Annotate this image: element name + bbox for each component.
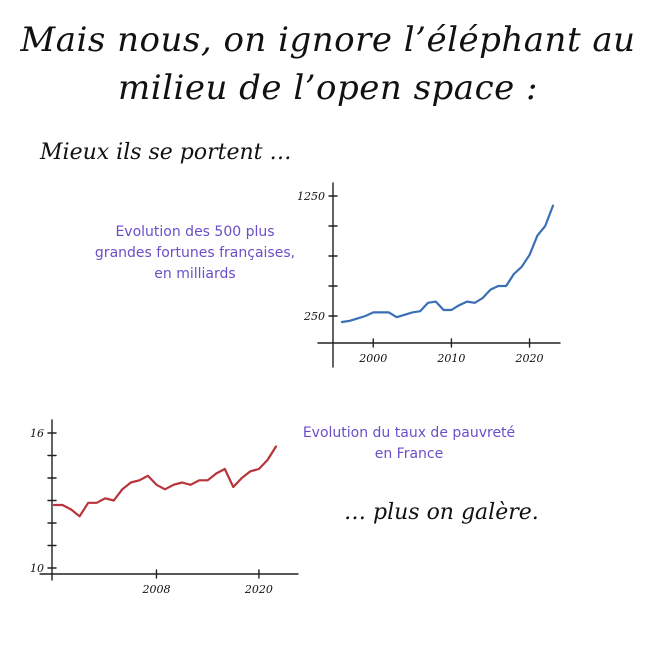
- poverty-chart-title: Evolution du taux de pauvreté en France: [290, 423, 528, 465]
- x-tick-label: 2008: [141, 583, 170, 596]
- x-tick-label: 2010: [436, 352, 465, 365]
- wealth-series-line: [340, 204, 555, 324]
- y-tick-label: 16: [30, 427, 44, 440]
- caption-top: Mieux ils se portent …: [40, 140, 292, 165]
- y-tick-label: 250: [303, 310, 325, 323]
- caption-bottom: … plus on galère.: [344, 500, 539, 525]
- y-tick-label: 1250: [297, 190, 325, 203]
- poverty-chart-title-line: en France: [374, 446, 444, 462]
- x-tick-label: 2000: [358, 352, 387, 365]
- heading-line-1: Mais nous, on ignore l’éléphant au: [20, 20, 636, 60]
- wealth-chart-title-line: en milliards: [154, 266, 236, 282]
- poverty-series-line: [52, 445, 278, 518]
- y-tick-label: 10: [30, 562, 44, 575]
- heading-line-2: milieu de l’open space :: [117, 68, 539, 108]
- x-tick-label: 2020: [515, 352, 544, 365]
- poverty-chart-title-line: Evolution du taux de pauvreté: [302, 425, 516, 441]
- wealth-chart-title-line: Evolution des 500 plus: [115, 224, 275, 240]
- x-tick-label: 2020: [244, 583, 273, 596]
- wealth-chart-title-line: grandes fortunes françaises,: [94, 245, 296, 261]
- wealth-chart-title: Evolution des 500 plus grandes fortunes …: [70, 222, 320, 285]
